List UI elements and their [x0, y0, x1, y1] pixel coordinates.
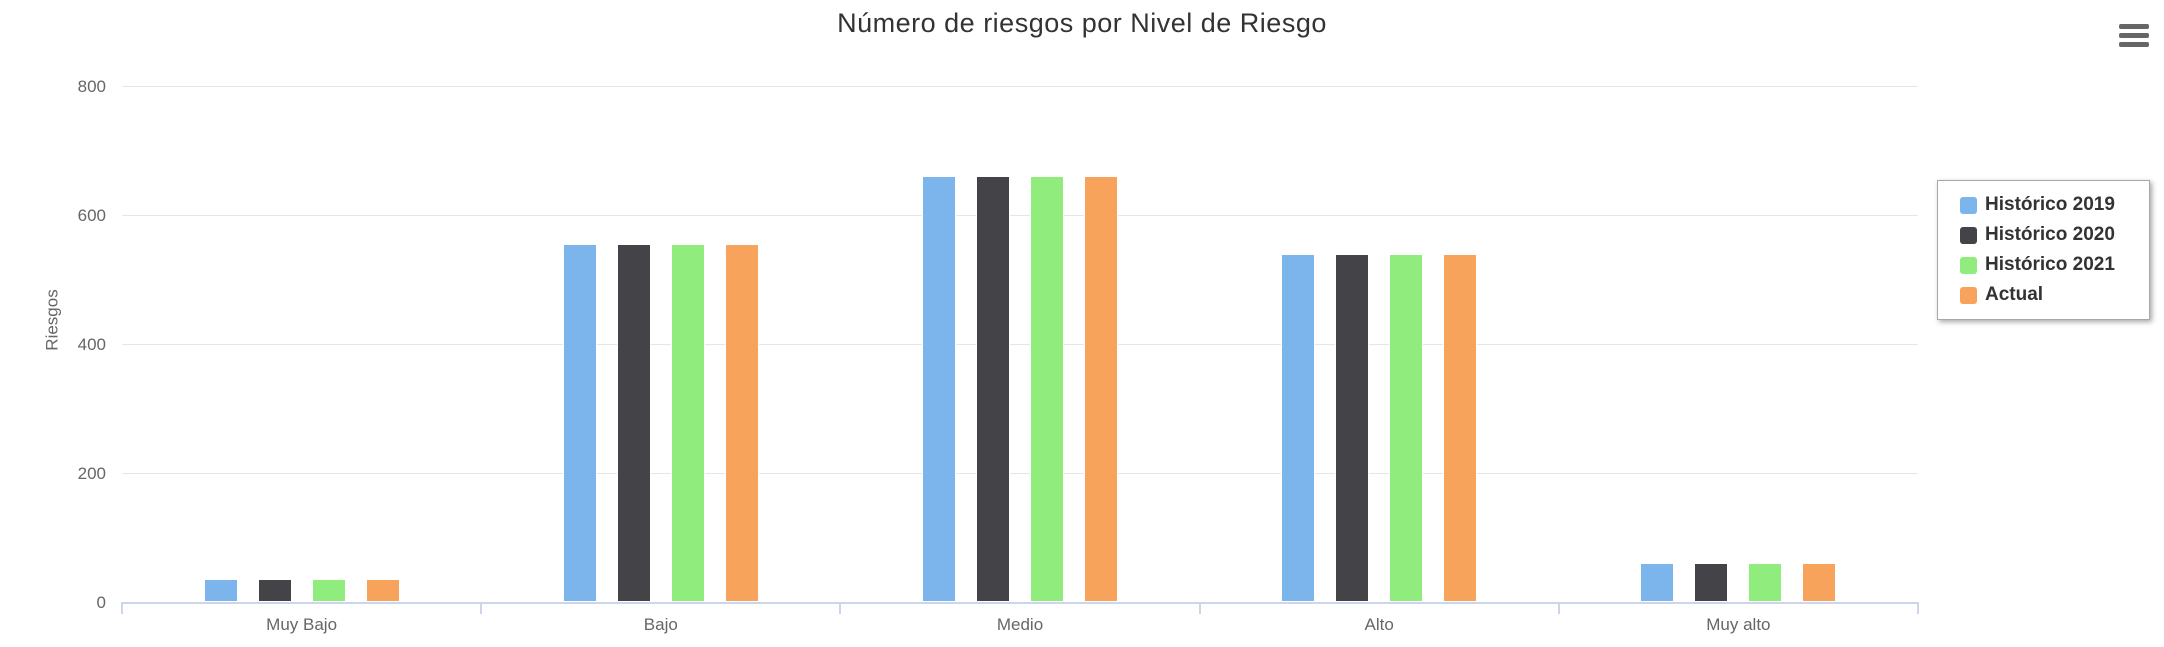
bar-actual-muy-bajo[interactable] — [365, 579, 400, 602]
x-axis-category-label: Bajo — [643, 615, 678, 634]
x-axis-tick — [121, 604, 123, 614]
x-axis-category-label: Alto — [1364, 615, 1394, 634]
legend-swatch-icon — [1960, 226, 1977, 244]
y-axis-tick-label: 800 — [77, 77, 106, 96]
bar-actual-bajo[interactable] — [724, 244, 759, 602]
gridline-200 — [122, 473, 1918, 474]
legend-swatch-icon — [1960, 256, 1977, 274]
legend-label: Histórico 2021 — [1985, 254, 2115, 275]
legend-label: Histórico 2020 — [1985, 224, 2115, 245]
x-axis-category-label: Muy Bajo — [266, 615, 338, 634]
hamburger-menu-icon — [2119, 32, 2149, 38]
x-axis-tick — [1557, 604, 1560, 614]
gridline-600 — [122, 215, 1918, 216]
hamburger-menu-icon — [2119, 23, 2149, 29]
bar-histórico-2019-alto[interactable] — [1281, 253, 1316, 602]
export-menu-button[interactable] — [2114, 18, 2154, 52]
legend-item-actual[interactable]: Actual — [1948, 280, 2139, 310]
y-axis-tick-label: 600 — [77, 206, 106, 225]
y-axis-tick-label: 400 — [77, 335, 106, 354]
plot-area — [122, 86, 1918, 602]
gridline-800 — [122, 86, 1918, 87]
bar-actual-medio[interactable] — [1084, 176, 1118, 602]
legend-label: Histórico 2019 — [1985, 194, 2115, 215]
bar-histórico-2021-bajo[interactable] — [670, 244, 705, 602]
bar-actual-alto[interactable] — [1443, 253, 1478, 602]
bar-histórico-2020-medio[interactable] — [976, 176, 1010, 602]
x-axis-line — [121, 602, 1919, 604]
x-axis-category-label: Muy alto — [1706, 615, 1771, 634]
bar-histórico-2021-muy-alto[interactable] — [1748, 563, 1783, 602]
y-axis-tick-label: 200 — [77, 464, 106, 483]
legend: Histórico 2019 Histórico 2020 Histórico 20… — [1937, 180, 2150, 320]
bar-histórico-2020-muy-bajo[interactable] — [257, 579, 292, 602]
x-axis-category-label: Medio — [996, 615, 1044, 634]
bar-histórico-2021-medio[interactable] — [1030, 176, 1064, 602]
bar-histórico-2019-medio[interactable] — [922, 176, 956, 602]
bar-histórico-2019-muy-alto[interactable] — [1640, 563, 1675, 602]
legend-swatch-icon — [1960, 286, 1977, 304]
bar-histórico-2019-muy-bajo[interactable] — [203, 579, 238, 602]
bar-histórico-2020-muy-alto[interactable] — [1694, 563, 1729, 602]
legend-item-histórico-2021[interactable]: Histórico 2021 — [1948, 250, 2139, 280]
bar-histórico-2019-bajo[interactable] — [562, 244, 597, 602]
legend-label: Actual — [1985, 284, 2044, 305]
bar-histórico-2020-alto[interactable] — [1335, 253, 1370, 602]
bar-actual-muy-alto[interactable] — [1802, 563, 1837, 602]
chart-title: Número de riesgos por Nivel de Riesgo — [837, 8, 1327, 38]
x-axis-tick — [1198, 604, 1201, 614]
hamburger-menu-icon — [2119, 41, 2149, 47]
gridline-400 — [122, 344, 1918, 345]
x-axis-tick — [480, 604, 483, 614]
x-axis-tick — [1917, 604, 1919, 614]
legend-item-histórico-2020[interactable]: Histórico 2020 — [1948, 220, 2139, 250]
legend-swatch-icon — [1960, 196, 1977, 214]
bar-histórico-2021-muy-bajo[interactable] — [311, 579, 346, 602]
bar-histórico-2020-bajo[interactable] — [616, 244, 651, 602]
x-axis-tick — [839, 604, 842, 614]
bar-histórico-2021-alto[interactable] — [1389, 253, 1424, 602]
legend-item-histórico-2019[interactable]: Histórico 2019 — [1948, 190, 2139, 220]
y-axis-tick-label: 0 — [96, 593, 106, 612]
